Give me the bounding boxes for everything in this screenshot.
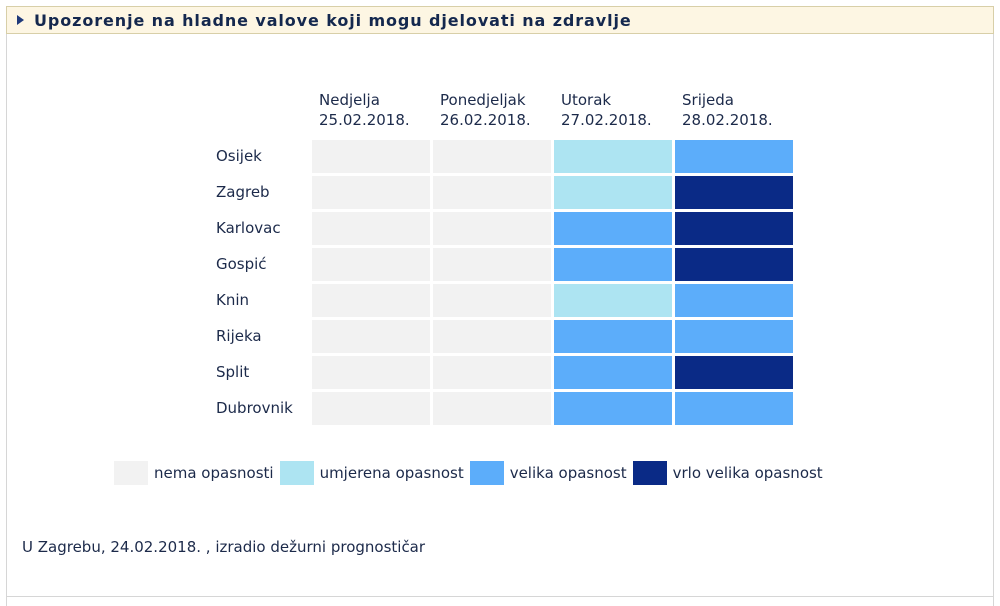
section-header: Upozorenje na hladne valove koji mogu dj… (6, 6, 994, 34)
city-label-dubrovnik: Dubrovnik (216, 399, 293, 417)
city-label-osijek: Osijek (216, 147, 262, 165)
bottom-divider (6, 596, 994, 597)
legend-swatch-very-high (632, 461, 667, 485)
legend-swatch-high (469, 461, 504, 485)
warning-cell (433, 320, 551, 353)
column-header-tuesday: Utorak 27.02.2018. (561, 90, 686, 130)
page-title: Upozorenje na hladne valove koji mogu dj… (34, 10, 632, 30)
warning-cell (433, 176, 551, 209)
warning-cell (312, 356, 430, 389)
day-name: Srijeda (682, 91, 734, 109)
legend-label-high: velika opasnost (509, 464, 627, 482)
column-header-sunday: Nedjelja 25.02.2018. (319, 90, 444, 130)
warning-cell (433, 392, 551, 425)
legend-label-moderate: umjerena opasnost (319, 464, 464, 482)
warning-cell (675, 320, 793, 353)
warning-cell (554, 320, 672, 353)
day-date: 25.02.2018. (319, 111, 410, 129)
city-label-knin: Knin (216, 291, 250, 309)
city-label-karlovac: Karlovac (216, 219, 281, 237)
legend-swatch-none (114, 461, 148, 485)
triangle-right-icon (17, 15, 24, 25)
city-label-zagreb: Zagreb (216, 183, 270, 201)
warning-cell (433, 248, 551, 281)
warning-cell (312, 140, 430, 173)
content-frame (6, 6, 994, 606)
warning-cell (675, 284, 793, 317)
warning-cell (433, 212, 551, 245)
column-header-monday: Ponedjeljak 26.02.2018. (440, 90, 565, 130)
warning-cell (312, 284, 430, 317)
warning-cell (675, 212, 793, 245)
day-name: Ponedjeljak (440, 91, 526, 109)
warning-cell (433, 140, 551, 173)
warning-cell (312, 248, 430, 281)
day-date: 26.02.2018. (440, 111, 531, 129)
warning-cell (554, 356, 672, 389)
day-date: 27.02.2018. (561, 111, 652, 129)
warning-cell (312, 320, 430, 353)
warning-cell (554, 176, 672, 209)
legend-label-very-high: vrlo velika opasnost (672, 464, 823, 482)
warning-cell (554, 248, 672, 281)
legend: nema opasnosti umjerena opasnost velika … (114, 460, 829, 486)
warning-grid (312, 140, 793, 425)
warning-cell (675, 176, 793, 209)
day-name: Utorak (561, 91, 612, 109)
day-date: 28.02.2018. (682, 111, 773, 129)
warning-cell (554, 392, 672, 425)
warning-cell (554, 140, 672, 173)
warning-cell (675, 248, 793, 281)
warning-cell (675, 140, 793, 173)
warning-cell (554, 284, 672, 317)
legend-swatch-moderate (279, 461, 314, 485)
warning-cell (675, 356, 793, 389)
warning-cell (433, 284, 551, 317)
legend-label-none: nema opasnosti (154, 464, 274, 482)
warning-cell (312, 212, 430, 245)
city-label-split: Split (216, 363, 250, 381)
warning-cell (312, 392, 430, 425)
footer-issued-text: U Zagrebu, 24.02.2018. , izradio dežurni… (22, 538, 426, 556)
warning-cell (433, 356, 551, 389)
warning-cell (675, 392, 793, 425)
city-label-gospic: Gospić (216, 255, 267, 273)
day-name: Nedjelja (319, 91, 380, 109)
warning-cell (312, 176, 430, 209)
column-header-wednesday: Srijeda 28.02.2018. (682, 90, 807, 130)
city-label-rijeka: Rijeka (216, 327, 262, 345)
warning-cell (554, 212, 672, 245)
